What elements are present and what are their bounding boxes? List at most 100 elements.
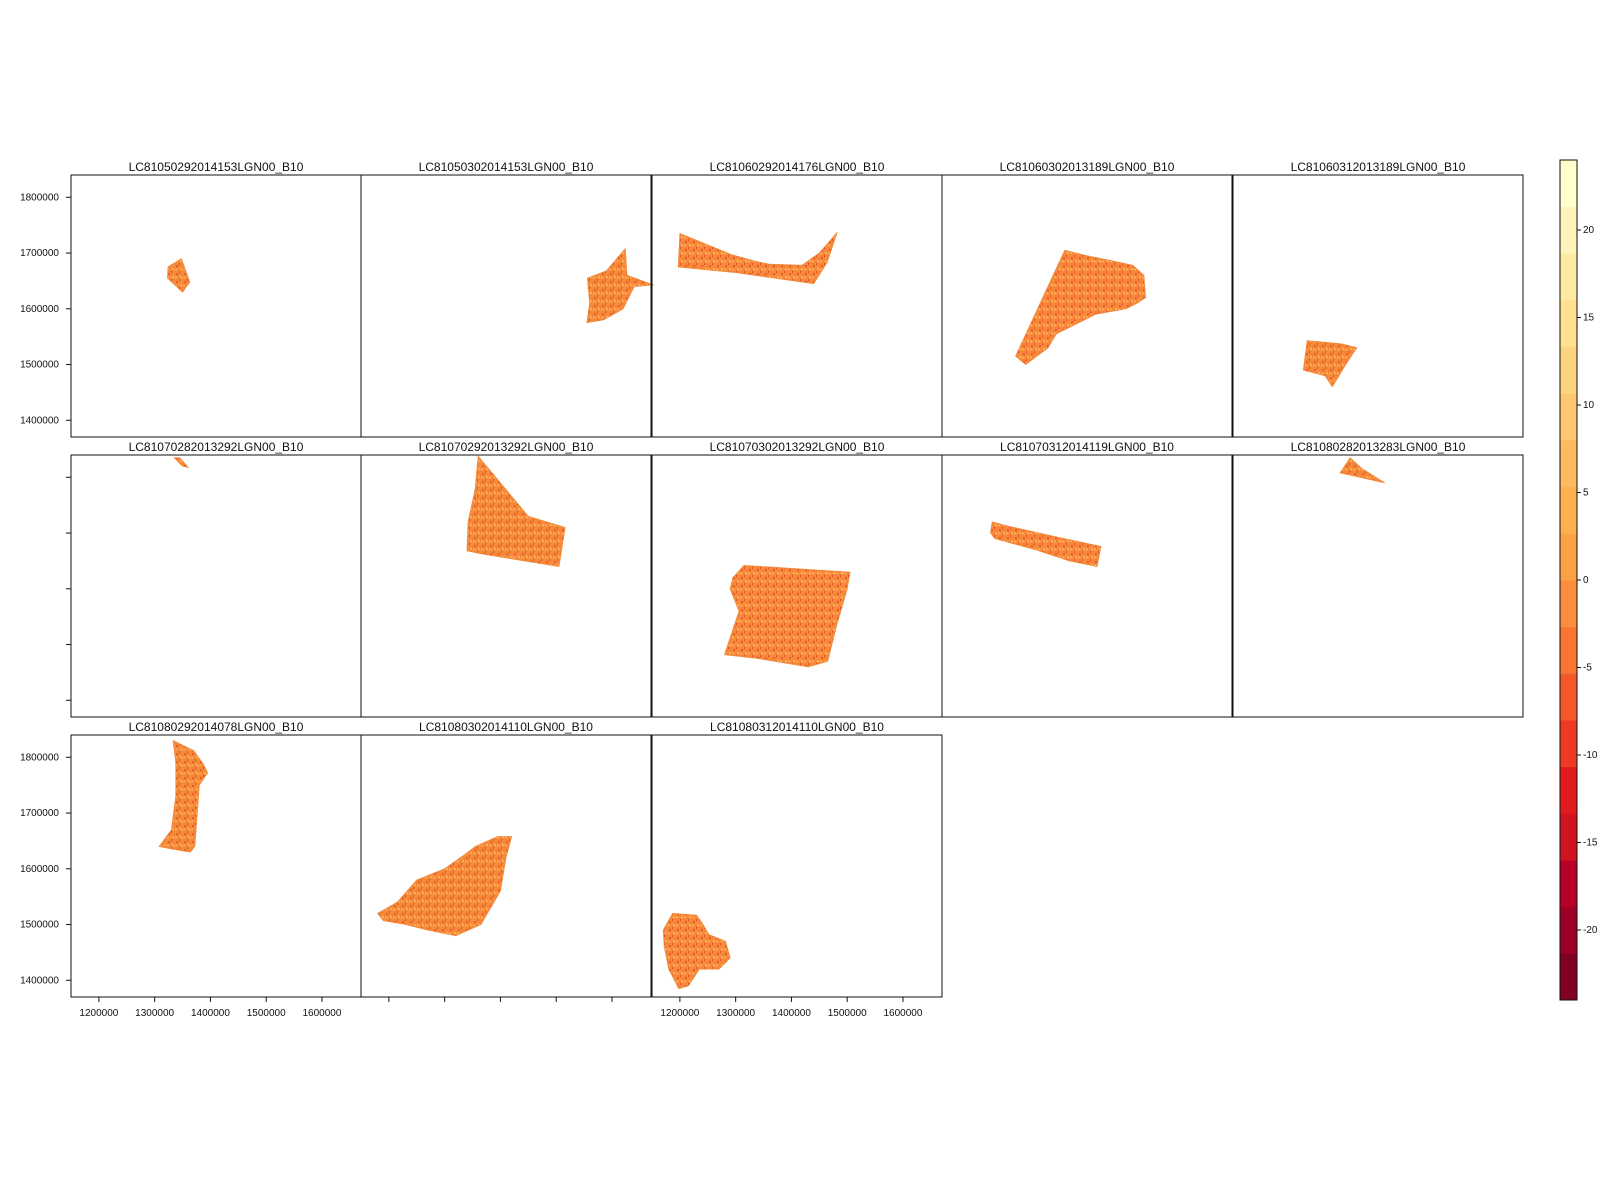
panel-frame (1232, 454, 1524, 718)
x-tick-label: 1200000 (660, 1008, 699, 1019)
panel-title: LC81070282013292LGN00_B10 (129, 440, 304, 454)
colorbar-swatch (1560, 300, 1577, 348)
panel-LC81080302014110LGN00_B10: LC81080302014110LGN00_B10 (360, 720, 652, 1002)
panel-LC81080282013283LGN00_B10: LC81080282013283LGN00_B10 (1232, 440, 1524, 718)
colorbar-swatch (1560, 253, 1577, 301)
colorbar-swatch (1560, 160, 1577, 208)
y-tick-label: 1800000 (20, 192, 59, 203)
colorbar-swatch (1560, 626, 1577, 674)
panel-LC81080292014078LGN00_B10: LC81080292014078LGN00_B10 1400000 1500000 1… (20, 720, 362, 1019)
colorbar-swatch (1560, 766, 1577, 814)
raster-footprint (1339, 457, 1385, 484)
x-tick-label: 1600000 (302, 1008, 341, 1019)
panel-LC81060292014176LGN00_B10: LC81060292014176LGN00_B10 (651, 160, 943, 438)
panel-frame (1232, 174, 1524, 438)
colorbar-swatch (1560, 673, 1577, 721)
y-tick-label: 1400000 (20, 975, 59, 986)
panel-title: LC81080292014078LGN00_B10 (129, 720, 304, 734)
colorbar-swatch (1560, 720, 1577, 768)
colorbar-tick-label: 0 (1583, 575, 1589, 586)
colorbar-swatch (1560, 206, 1577, 254)
raster-footprint (723, 564, 851, 668)
x-tick-label: 1500000 (247, 1008, 286, 1019)
colorbar-tick-label: 5 (1583, 488, 1589, 499)
y-tick-label: 1400000 (20, 415, 59, 426)
colorbar-swatch (1560, 393, 1577, 441)
panel-LC81050292014153LGN00_B10: LC81050292014153LGN00_B10 1400000 1500000 1… (20, 160, 362, 438)
panel-title: LC81070312014119LGN00_B10 (1000, 440, 1174, 454)
panel-LC81070292013292LGN00_B10: LC81070292013292LGN00_B10 (360, 440, 652, 718)
panel-title: LC81070292013292LGN00_B10 (419, 440, 594, 454)
colorbar-swatch (1560, 860, 1577, 908)
colorbar: -20 -15 -10 -5 0 5 10 15 20 (1559, 159, 1598, 1001)
colorbar-swatch (1560, 906, 1577, 954)
colorbar-tick-label: 10 (1583, 400, 1595, 411)
colorbar-swatch (1560, 953, 1577, 1001)
panel-title: LC81050302014153LGN00_B10 (419, 160, 594, 174)
y-tick-label: 1600000 (20, 304, 59, 315)
panel-frame (651, 734, 943, 998)
colorbar-tick-label: -5 (1583, 663, 1592, 674)
raster-footprint (158, 739, 209, 853)
panel-LC81070302013292LGN00_B10: LC81070302013292LGN00_B10 (651, 440, 943, 718)
panel-frame (360, 454, 652, 718)
colorbar-swatch (1560, 533, 1577, 581)
raster-footprint (990, 521, 1102, 567)
panel-frame (70, 174, 362, 438)
raster-footprint (677, 232, 838, 285)
panel-LC81070312014119LGN00_B10: LC81070312014119LGN00_B10 (941, 440, 1233, 718)
panel-title: LC81050292014153LGN00_B10 (129, 160, 304, 174)
panel-frame (941, 454, 1233, 718)
panel-title: LC81060292014176LGN00_B10 (710, 160, 885, 174)
colorbar-tick-label: -10 (1583, 750, 1598, 761)
panel-title: LC81060302013189LGN00_B10 (1000, 160, 1175, 174)
raster-footprint (1015, 249, 1147, 366)
x-tick-label: 1500000 (828, 1008, 867, 1019)
panel-frame (70, 454, 362, 718)
x-tick-label: 1400000 (191, 1008, 230, 1019)
colorbar-tick-label: 15 (1583, 313, 1595, 324)
panel-title: LC81080302014110LGN00_B10 (419, 720, 593, 734)
panel-frame (360, 174, 652, 438)
raster-footprint (586, 247, 654, 324)
raster-footprint (377, 836, 513, 937)
raster-footprint (1302, 340, 1358, 388)
panel-title: LC81080312014110LGN00_B10 (710, 720, 884, 734)
x-tick-label: 1300000 (716, 1008, 755, 1019)
raster-footprint (662, 912, 731, 990)
colorbar-swatch (1560, 346, 1577, 394)
panel-LC81060302013189LGN00_B10: LC81060302013189LGN00_B10 (941, 160, 1233, 438)
panel-frame (360, 734, 652, 998)
panel-title: LC81080282013283LGN00_B10 (1291, 440, 1466, 454)
panel-frame (70, 734, 362, 998)
y-tick-label: 1800000 (20, 752, 59, 763)
y-tick-label: 1500000 (20, 920, 59, 931)
colorbar-tick-label: -20 (1583, 925, 1598, 936)
x-tick-label: 1400000 (772, 1008, 811, 1019)
colorbar-swatch (1560, 813, 1577, 861)
colorbar-swatch (1560, 580, 1577, 628)
y-tick-label: 1700000 (20, 808, 59, 819)
panel-frame (941, 174, 1233, 438)
raster-footprint (167, 257, 191, 293)
panel-frame (651, 174, 943, 438)
raster-footprint (466, 455, 566, 567)
y-tick-label: 1600000 (20, 864, 59, 875)
y-tick-label: 1500000 (20, 360, 59, 371)
panel-title: LC81060312013189LGN00_B10 (1291, 160, 1466, 174)
panel-title: LC81070302013292LGN00_B10 (710, 440, 885, 454)
x-tick-label: 1600000 (883, 1008, 922, 1019)
panel-LC81050302014153LGN00_B10: LC81050302014153LGN00_B10 (360, 160, 654, 438)
panel-LC81070282013292LGN00_B10: LC81070282013292LGN00_B10 (66, 440, 362, 718)
x-tick-label: 1300000 (135, 1008, 174, 1019)
panel-LC81080312014110LGN00_B10: LC81080312014110LGN00_B10 1200000 1300000 1… (651, 720, 943, 1019)
y-tick-label: 1700000 (20, 248, 59, 259)
raster-footprint (173, 457, 190, 468)
colorbar-swatch (1560, 486, 1577, 534)
x-tick-label: 1200000 (79, 1008, 118, 1019)
colorbar-swatch (1560, 440, 1577, 488)
colorbar-tick-label: 20 (1583, 225, 1595, 236)
panel-grid: LC81050292014153LGN00_B10 1400000 1500000 1… (20, 160, 1524, 1019)
panel-LC81060312013189LGN00_B10: LC81060312013189LGN00_B10 (1232, 160, 1524, 438)
